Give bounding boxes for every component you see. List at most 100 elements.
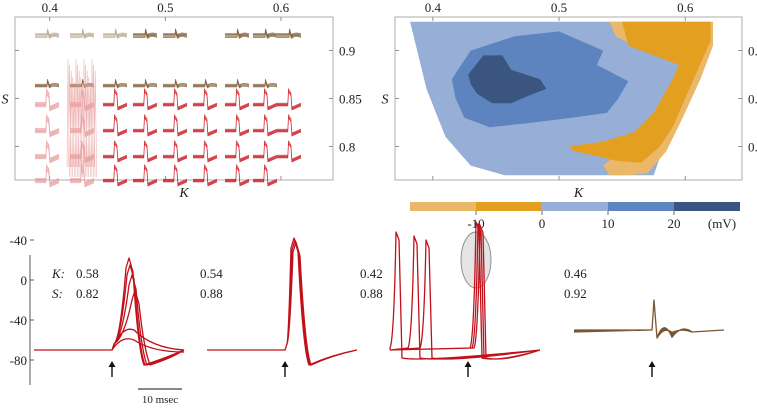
grid-xtick-label: 0.5 — [157, 0, 173, 15]
grid-mini-trace — [70, 163, 95, 188]
grid-mini-trace — [35, 139, 60, 164]
example-ytick-label: -40 — [10, 313, 27, 328]
grid-xtick-label: 0.4 — [42, 0, 59, 15]
grid-mini-trace — [253, 28, 278, 39]
stimulus-arrow-head — [648, 361, 656, 367]
grid-mini-trace — [35, 87, 60, 112]
grid-mini-trace — [35, 113, 60, 138]
grid-mini-trace — [103, 28, 128, 39]
stimulus-arrow-head — [108, 361, 116, 367]
grid-mini-trace — [103, 87, 128, 111]
example-trace — [207, 237, 358, 366]
contour-panel: 0.4 0.5 0.6 0.8 0.85 0.9 K S — [382, 0, 757, 201]
contour-ylabel: S — [382, 93, 389, 108]
grid-mini-trace — [277, 113, 302, 137]
example-trace — [34, 257, 185, 366]
grid-mini-trace — [163, 28, 188, 39]
grid-mini-trace — [225, 87, 250, 111]
example-k-value: 0.42 — [360, 266, 383, 281]
grid-mini-trace — [225, 163, 250, 187]
grid-mini-trace — [35, 163, 60, 188]
grid-ytick-label: 0.9 — [339, 44, 355, 59]
example-s-value: 0.88 — [360, 286, 383, 301]
colorbar-bin — [674, 202, 740, 211]
contour-xlabel: K — [573, 186, 584, 201]
colorbar-tick-label: 20 — [668, 216, 681, 231]
grid-mini-trace — [225, 139, 250, 163]
colorbar: -10 0 10 20 (mV) — [410, 202, 740, 231]
grid-early-spikes — [66, 58, 97, 178]
example-ytick-label: -40 — [10, 233, 27, 248]
grid-mini-trace — [253, 163, 278, 187]
example-trace-group — [207, 237, 358, 366]
colorbar-bin — [476, 202, 542, 211]
grid-mini-trace — [70, 113, 95, 138]
grid-mini-trace — [253, 87, 278, 111]
trace-grid-panel: 0.4 0.5 0.6 0.8 0.85 0.9 K S — [2, 0, 362, 201]
example-s-label: S: — [52, 286, 63, 301]
colorbar-tick-label: 10 — [602, 216, 615, 231]
grid-mini-trace — [133, 139, 158, 163]
contour-ytick-label: 0.9 — [748, 44, 757, 59]
scale-bar-label: 10 msec — [142, 394, 178, 406]
contour-ytick-label: 0.8 — [748, 139, 757, 154]
example-k-value: 0.54 — [200, 266, 223, 281]
grid-mini-trace — [193, 163, 218, 187]
contour-xtick-label: 0.6 — [677, 0, 694, 15]
example-trace-group — [34, 257, 185, 366]
colorbar-unit-label: (mV) — [708, 216, 736, 231]
example-k-value: 0.46 — [564, 266, 587, 281]
grid-mini-trace — [133, 113, 158, 137]
grid-mini-trace — [163, 163, 188, 187]
grid-mini-trace — [35, 28, 60, 39]
grid-ytick-label: 0.85 — [339, 92, 362, 107]
grid-mini-trace — [133, 79, 158, 89]
contour-xtick-label: 0.5 — [551, 0, 567, 15]
contour-xtick-label: 0.4 — [425, 0, 442, 15]
grid-mini-trace — [133, 87, 158, 111]
grid-mini-trace — [163, 87, 188, 111]
grid-mini-trace — [163, 139, 188, 163]
grid-xlabel: K — [178, 186, 189, 201]
colorbar-tick-label: 0 — [539, 216, 546, 231]
grid-mini-trace — [163, 113, 188, 137]
grid-mini-trace — [225, 28, 250, 39]
example-trace-group — [573, 299, 725, 339]
colorbar-bin — [410, 202, 476, 211]
example-traces-panel: -80 -40 0 -40 K: S: 0.58 0.82 0.54 0.88 0.42 0.88 0.… — [10, 221, 725, 406]
example-s-value: 0.82 — [76, 286, 99, 301]
example-trace — [389, 221, 541, 360]
grid-xtick-label: 0.6 — [273, 0, 290, 15]
grid-mini-trace — [103, 163, 128, 187]
grid-mini-trace — [193, 87, 218, 111]
grid-mini-trace — [193, 113, 218, 137]
example-s-value: 0.92 — [564, 286, 587, 301]
contour-band-minus10-0 — [569, 21, 711, 163]
example-ytick-label: 0 — [21, 273, 28, 288]
grid-mini-trace — [103, 139, 128, 163]
contour-band-20-30 — [468, 55, 547, 104]
example-trace — [573, 299, 725, 339]
grid-mini-trace — [253, 113, 278, 137]
example-trace-group — [389, 221, 541, 360]
grid-mini-trace — [70, 28, 95, 39]
example-ytick-label: -80 — [10, 353, 27, 368]
grid-mini-trace — [133, 163, 158, 187]
grid-mini-trace — [277, 87, 302, 111]
grid-mini-trace — [103, 79, 128, 89]
grid-mini-trace — [253, 139, 278, 163]
grid-mini-trace — [163, 79, 188, 89]
grid-mini-trace — [133, 28, 158, 39]
example-s-value: 0.88 — [200, 286, 223, 301]
grid-mini-trace — [35, 79, 60, 89]
grid-mini-trace — [193, 139, 218, 163]
grid-mini-trace — [103, 113, 128, 137]
example-k-label: K: — [51, 266, 65, 281]
grid-mini-trace — [225, 79, 250, 89]
grid-mini-trace — [193, 79, 218, 89]
stimulus-arrow-head — [464, 361, 472, 367]
example-k-value: 0.58 — [76, 266, 99, 281]
colorbar-bin — [608, 202, 674, 211]
grid-mini-trace — [277, 139, 302, 163]
